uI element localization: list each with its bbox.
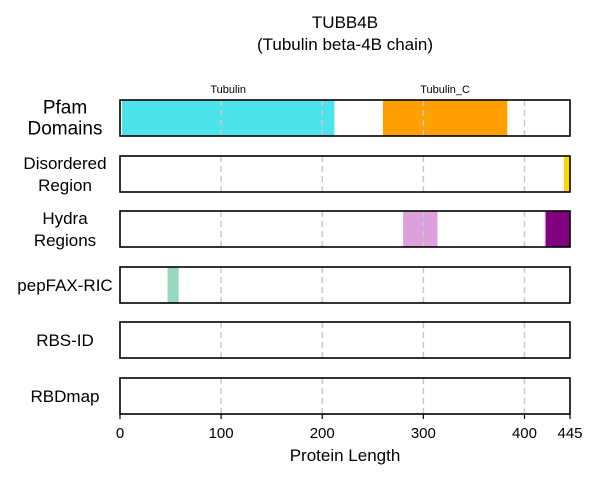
track-background <box>120 322 570 358</box>
track-2: Hydra Regions <box>34 209 571 250</box>
segment <box>382 100 508 136</box>
row-label: Regions <box>34 231 96 250</box>
segment <box>544 211 546 247</box>
track-4: RBS-ID <box>36 321 571 359</box>
track-border <box>119 266 571 304</box>
row-label: pepFAX-RIC <box>17 276 112 295</box>
row-label: Hydra <box>42 209 88 228</box>
row-label: Pfam <box>43 98 87 119</box>
row-label: Disordered <box>23 154 106 173</box>
segment <box>403 211 438 247</box>
segment <box>563 156 570 192</box>
chart-title: TUBB4B <box>312 13 378 32</box>
domain-label: Tubulin <box>210 84 246 96</box>
x-tick-label: 400 <box>512 425 537 442</box>
track-border <box>119 155 571 193</box>
track-border <box>119 321 571 359</box>
x-tick-label: 100 <box>209 425 234 442</box>
track-background <box>120 378 570 414</box>
track-background <box>120 267 570 303</box>
track-border <box>119 210 571 248</box>
track-3: pepFAX-RIC <box>17 266 571 304</box>
x-tick-label: 0 <box>116 425 124 442</box>
x-tick-label: 200 <box>310 425 335 442</box>
x-axis-label: Protein Length <box>290 446 401 465</box>
x-tick-label: 445 <box>557 425 582 442</box>
track-background <box>120 211 570 247</box>
x-tick-label: 300 <box>411 425 436 442</box>
domain-label: Tubulin_C <box>420 84 470 96</box>
segment <box>122 100 335 136</box>
chart-subtitle: (Tubulin beta-4B chain) <box>257 35 433 54</box>
row-label: Region <box>38 176 92 195</box>
row-label: Domains <box>28 119 103 140</box>
track-border <box>119 377 571 415</box>
track-1: Disordered Region <box>23 154 571 195</box>
segment <box>167 267 179 303</box>
track-background <box>120 156 570 192</box>
row-label: RBS-ID <box>36 331 94 350</box>
track-5: RBDmap <box>31 377 571 415</box>
track-border <box>119 99 571 137</box>
row-label: RBDmap <box>31 387 100 406</box>
segment <box>545 211 570 247</box>
